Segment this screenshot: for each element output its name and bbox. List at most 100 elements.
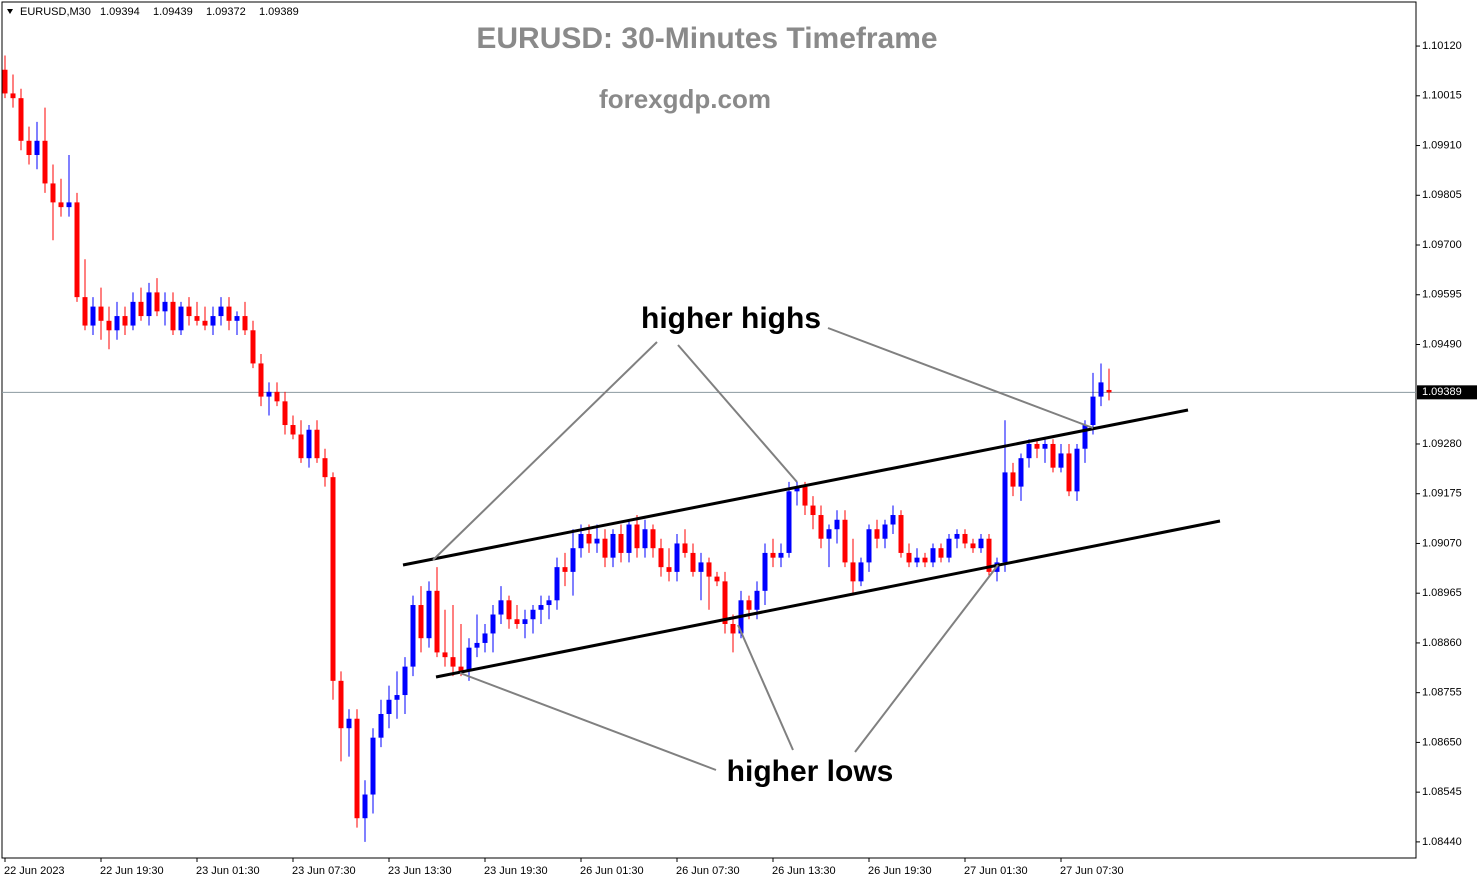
- candle-body: [354, 718, 360, 819]
- chart-title: EURUSD: 30-Minutes Timeframe: [476, 22, 937, 55]
- candle-body: [786, 491, 792, 553]
- candle-body: [674, 543, 680, 572]
- y-tick-label: 1.09805: [1422, 189, 1462, 201]
- pointer: [459, 672, 717, 771]
- candle-body: [962, 533, 968, 544]
- candle-body: [978, 538, 984, 549]
- candle-body: [2, 69, 8, 94]
- candle-body: [178, 306, 184, 331]
- candle-body: [50, 183, 56, 203]
- candle-body: [362, 794, 368, 819]
- candle-body: [818, 515, 824, 539]
- candle-body: [298, 434, 304, 459]
- x-tick-label: 26 Jun 13:30: [772, 865, 836, 877]
- x-tick-label: 22 Jun 19:30: [100, 865, 164, 877]
- candle-body: [10, 93, 16, 99]
- candle-body: [434, 590, 440, 653]
- candle-body: [1066, 453, 1072, 492]
- candle-body: [410, 605, 416, 667]
- axes: 1.10120 1.10015 1.09910 1.09805 1.09700 1.095…: [4, 40, 1462, 877]
- y-tick-label: 1.10015: [1422, 90, 1462, 102]
- current-price-label: 1.09389: [1422, 386, 1462, 398]
- y-tick-label: 1.10120: [1422, 40, 1462, 52]
- header-value: 1.09439: [153, 6, 193, 18]
- candle-body: [258, 363, 264, 397]
- header-value: 1.09394: [100, 6, 140, 18]
- candle-body: [930, 548, 936, 563]
- candle-body: [1018, 458, 1024, 487]
- candle-body: [562, 567, 568, 572]
- x-tick-label: 26 Jun 19:30: [868, 865, 932, 877]
- candle-body: [714, 576, 720, 582]
- y-tick-label: 1.08965: [1422, 587, 1462, 599]
- y-tick-label: 1.08545: [1422, 786, 1462, 798]
- candle-body: [74, 202, 80, 298]
- candle-body: [394, 695, 400, 700]
- candle-body: [722, 581, 728, 624]
- candle-body: [594, 538, 600, 544]
- y-tick-label: 1.09910: [1422, 139, 1462, 151]
- header-value: 1.09389: [259, 6, 299, 18]
- candle-body: [746, 600, 752, 610]
- channel-upper: [402, 408, 1189, 567]
- pointer: [854, 564, 999, 753]
- y-tick-label: 1.09595: [1422, 289, 1462, 301]
- y-tick-label: 1.09175: [1422, 488, 1462, 500]
- pointer: [737, 624, 794, 751]
- candle-body: [938, 548, 944, 558]
- y-tick-label: 1.08860: [1422, 637, 1462, 649]
- candle-body: [346, 718, 352, 729]
- candle-body: [154, 292, 160, 312]
- pointer: [827, 327, 1094, 429]
- candle-body: [138, 301, 144, 317]
- menu-triangle: [7, 9, 13, 14]
- candle-body: [458, 666, 464, 672]
- candle-body: [954, 533, 960, 539]
- symbol: EURUSD,M30: [20, 6, 91, 18]
- y-tick-label: 1.09280: [1422, 438, 1462, 450]
- x-tick-label: 27 Jun 07:30: [1060, 865, 1124, 877]
- candle-body: [650, 529, 656, 549]
- candle-body: [1058, 453, 1064, 468]
- annotation: higher lows: [727, 755, 894, 788]
- candle-body: [18, 98, 24, 141]
- candle-body: [194, 316, 200, 321]
- candle-body: [914, 557, 920, 563]
- candle-body: [866, 529, 872, 563]
- candle-body: [1010, 472, 1016, 487]
- candle-body: [578, 533, 584, 549]
- candle-body: [90, 306, 96, 326]
- candle-body: [658, 548, 664, 568]
- candle-body: [626, 524, 632, 553]
- candle-body: [250, 330, 256, 364]
- candle-body: [282, 401, 288, 426]
- candle-body: [114, 316, 120, 331]
- candle-body: [490, 614, 496, 634]
- candle-body: [826, 529, 832, 539]
- candle-body: [226, 306, 232, 321]
- candle-body: [570, 548, 576, 572]
- candle-body: [498, 600, 504, 615]
- candle-body: [426, 590, 432, 639]
- x-tick-label: 23 Jun 19:30: [484, 865, 548, 877]
- candle-body: [466, 647, 472, 672]
- candle-body: [922, 557, 928, 563]
- candle-body: [314, 429, 320, 459]
- y-tick-label: 1.09490: [1422, 338, 1462, 350]
- candle-body: [322, 458, 328, 478]
- candle-body: [850, 562, 856, 582]
- candle-body: [1026, 443, 1032, 459]
- chart-subtitle: forexgdp.com: [599, 84, 771, 114]
- candle-body: [634, 524, 640, 549]
- candle-body: [26, 140, 32, 156]
- candle-body: [586, 533, 592, 544]
- candle-body: [82, 297, 88, 326]
- candle-body: [882, 524, 888, 539]
- candle-body: [698, 562, 704, 572]
- candle-body: [378, 713, 384, 738]
- candle-body: [482, 633, 488, 643]
- candle-body: [450, 657, 456, 667]
- candle-body: [106, 320, 112, 331]
- header-value: 1.09372: [206, 6, 246, 18]
